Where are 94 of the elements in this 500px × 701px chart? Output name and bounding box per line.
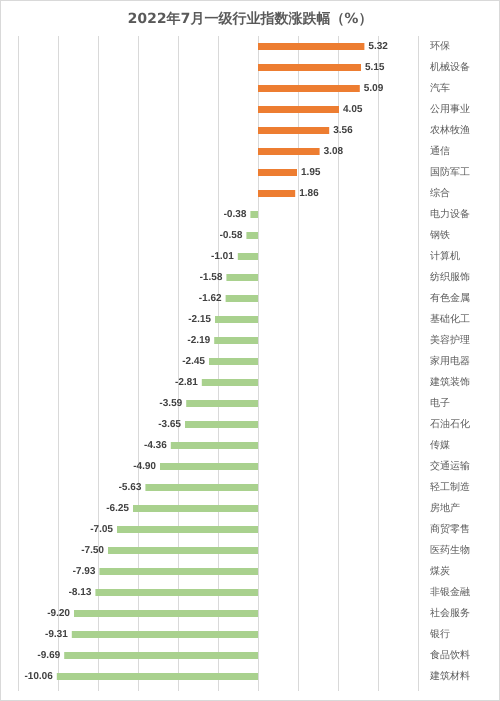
y-tick-label: 房地产: [430, 502, 460, 514]
bar: [250, 211, 258, 218]
bar: [108, 547, 258, 554]
bar: [226, 274, 258, 281]
bar: [258, 85, 360, 92]
y-tick-label: 煤炭: [430, 565, 450, 577]
y-tick-label: 社会服务: [430, 607, 470, 619]
bar: [170, 442, 258, 449]
y-tick-label: 基础化工: [430, 313, 470, 325]
data-label: 3.56: [333, 125, 354, 136]
y-tick-label: 医药生物: [430, 544, 470, 556]
y-tick-label: 商贸零售: [430, 523, 470, 535]
y-tick-label: 建筑装饰: [429, 376, 470, 388]
data-label: -3.65: [158, 419, 182, 430]
y-tick-label: 计算机: [430, 250, 460, 262]
bar: [133, 505, 258, 512]
data-label: -10.06: [24, 671, 54, 682]
data-label: -0.38: [224, 209, 247, 220]
y-tick-label: 农林牧渔: [430, 124, 470, 136]
data-label: -9.31: [45, 629, 68, 640]
data-label: 5.09: [364, 83, 384, 94]
y-tick-label: 家用电器: [430, 355, 470, 367]
bar: [258, 169, 297, 176]
y-tick-label: 石油石化: [430, 418, 470, 430]
data-label: -9.69: [37, 650, 61, 661]
y-tick-label: 美容护理: [430, 334, 470, 346]
y-tick-label: 通信: [430, 145, 450, 157]
data-label: -2.81: [175, 377, 198, 388]
bar: [95, 589, 258, 596]
y-tick-label: 有色金属: [430, 292, 470, 304]
data-label: -9.20: [47, 608, 70, 619]
data-label: 5.32: [368, 41, 388, 52]
y-tick-label: 综合: [430, 187, 450, 199]
data-label: 3.08: [324, 146, 344, 157]
data-label: -2.19: [187, 335, 211, 346]
bar: [246, 232, 258, 239]
data-label: 4.05: [343, 104, 363, 115]
bar: [258, 106, 339, 113]
data-label: -7.05: [90, 524, 114, 535]
chart-title: 2022年7月一级行业指数涨跌幅（%）: [128, 11, 372, 27]
bar: [238, 253, 258, 260]
data-label: -2.15: [188, 314, 212, 325]
y-tick-label: 传媒: [430, 440, 450, 451]
y-tick-label: 机械设备: [430, 61, 470, 73]
bar: [209, 358, 258, 365]
bar: [226, 295, 258, 302]
data-label: -7.50: [81, 545, 104, 556]
y-tick-label: 轻工制造: [430, 481, 470, 493]
y-tick-label: 食品饮料: [430, 649, 470, 661]
bar: [64, 652, 258, 659]
data-label: -2.45: [182, 356, 206, 367]
bar: [72, 631, 258, 638]
bar: [74, 610, 258, 617]
data-label: -7.93: [72, 566, 96, 577]
bar: [145, 484, 258, 491]
y-tick-label: 钢铁: [429, 229, 450, 241]
data-label: -4.36: [144, 440, 168, 451]
data-label: -0.58: [220, 230, 243, 241]
y-tick-label: 纺织服饰: [430, 271, 470, 283]
bar: [185, 421, 258, 428]
bar: [56, 673, 258, 680]
data-label: -6.25: [106, 503, 130, 514]
y-tick-label: 电力设备: [430, 208, 470, 220]
data-label: -4.90: [133, 461, 156, 472]
bar: [160, 463, 258, 470]
bar: [258, 190, 296, 197]
data-label: -5.63: [118, 482, 142, 493]
data-label: -1.58: [200, 272, 223, 283]
bar: [117, 526, 258, 533]
y-tick-label: 交通运输: [430, 460, 470, 472]
data-label: 1.95: [301, 167, 321, 178]
bar: [258, 64, 361, 71]
bar: [186, 400, 258, 407]
bar: [258, 148, 320, 155]
bar: [202, 379, 258, 386]
y-tick-label: 建筑材料: [429, 670, 470, 682]
y-tick-label: 电子: [430, 397, 450, 409]
y-tick-label: 银行: [429, 629, 450, 640]
data-label: -8.13: [68, 587, 92, 598]
data-label: -3.59: [159, 398, 183, 409]
bar: [99, 568, 258, 575]
y-tick-label: 环保: [430, 41, 450, 52]
bar: [214, 337, 258, 344]
y-tick-label: 公用事业: [430, 103, 470, 115]
bar: [258, 127, 330, 134]
data-label: 1.86: [299, 188, 320, 199]
y-tick-label: 汽车: [430, 82, 450, 94]
data-label: 5.15: [365, 62, 385, 73]
bar: [258, 43, 364, 50]
y-tick-label: 国防军工: [430, 166, 470, 178]
data-label: -1.01: [211, 251, 234, 262]
y-tick-label: 非银金融: [430, 586, 470, 598]
bar: [215, 316, 258, 323]
data-label: -1.62: [198, 293, 222, 304]
